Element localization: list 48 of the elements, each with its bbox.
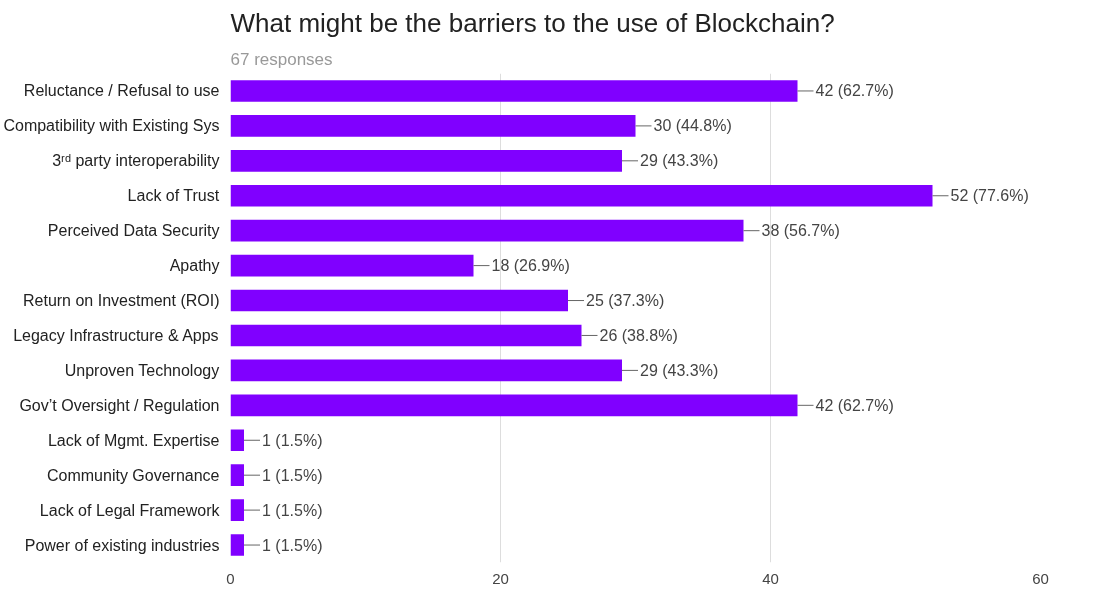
data-label: 42 (62.7%): [815, 396, 894, 414]
y-tick-label: Lack of Trust: [127, 187, 220, 205]
bar: [230, 429, 244, 452]
data-label: 42 (62.7%): [815, 82, 894, 100]
x-tick-label: 0: [226, 569, 235, 587]
bar: [230, 149, 622, 172]
y-tick-label: Return on Investment (ROI): [22, 292, 220, 310]
data-label: 29 (43.3%): [640, 361, 719, 379]
y-tick-label: Compatibility with Existing Sys: [3, 117, 220, 135]
bar: [230, 80, 798, 102]
y-tick-label: Gov’t Oversight / Regulation: [19, 396, 220, 414]
x-tick-label: 20: [492, 569, 509, 587]
bar: [230, 254, 474, 277]
bar: [230, 324, 582, 347]
bar: [230, 184, 933, 207]
data-label: 1 (1.5%): [262, 536, 323, 554]
data-label: 52 (77.6%): [950, 187, 1029, 205]
bar: [230, 534, 244, 556]
y-tick-label: Reluctance / Refusal to use: [23, 82, 220, 100]
data-label: 25 (37.3%): [586, 292, 665, 310]
y-tick-label: Legacy Infrastructure & Apps: [13, 326, 219, 344]
data-label: 1 (1.5%): [262, 466, 323, 484]
bar: [230, 499, 244, 521]
y-tick-label: Perceived Data Security: [47, 222, 220, 240]
chart-title: What might be the barriers to the use of Blockchain?: [230, 7, 835, 38]
y-tick-label: Power of existing industries: [24, 536, 220, 554]
y-tick-label: Community Governance: [46, 466, 220, 484]
x-tick-label: 60: [1032, 569, 1049, 587]
bar: [230, 359, 622, 382]
data-label: 1 (1.5%): [262, 431, 323, 449]
y-tick-label: 3ʳᵈ party interoperability: [52, 152, 220, 170]
data-label: 30 (44.8%): [653, 117, 732, 135]
chart-subtitle: 67 responses: [230, 49, 333, 69]
bar: [230, 289, 568, 312]
bar: [230, 394, 798, 417]
y-tick-label: Lack of Mgmt. Expertise: [47, 431, 220, 449]
y-tick-label: Lack of Legal Framework: [39, 501, 221, 519]
bar: [230, 464, 244, 487]
y-tick-label: Apathy: [169, 257, 220, 275]
data-label: 29 (43.3%): [640, 152, 719, 170]
bar: [230, 219, 744, 242]
data-label: 1 (1.5%): [262, 501, 323, 519]
data-label: 18 (26.9%): [491, 257, 570, 275]
data-label: 26 (38.8%): [599, 326, 678, 344]
bar: [230, 115, 636, 137]
y-tick-label: Unproven Technology: [64, 361, 220, 379]
x-tick-label: 40: [762, 569, 779, 587]
data-label: 38 (56.7%): [761, 222, 840, 240]
